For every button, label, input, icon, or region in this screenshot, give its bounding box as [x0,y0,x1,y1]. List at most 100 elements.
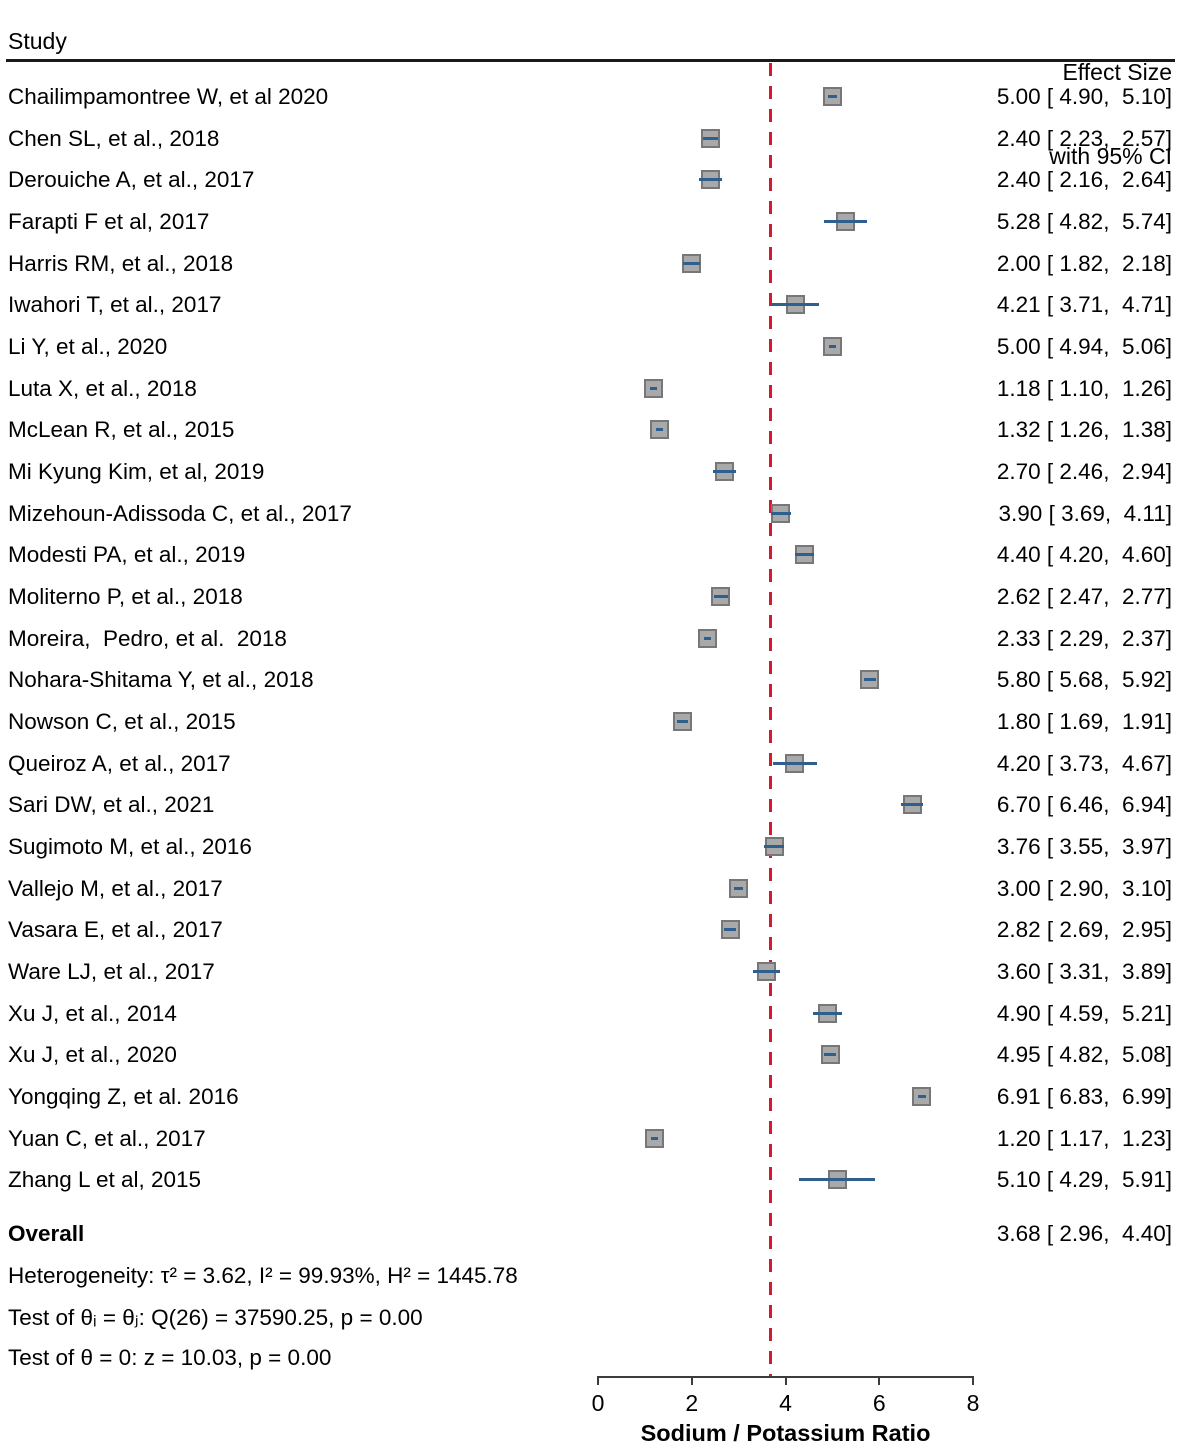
effect-size-column-header: Effect Size with 95% CI [1049,2,1172,226]
ci-line [649,386,658,390]
effect-value: 3.60 [ 3.31, 3.89] [996,959,1172,985]
ci-line [918,1095,926,1099]
study-label: Nowson C, et al., 2015 [8,709,236,735]
effect-value: 1.80 [ 1.69, 1.91] [996,709,1172,735]
effect-value: 2.40 [ 2.16, 2.64] [996,167,1172,193]
study-label: Sugimoto M, et al., 2016 [8,834,252,860]
effect-value: 1.32 [ 1.26, 1.38] [996,417,1172,443]
effect-value: 3.68 [ 2.96, 4.40] [996,1220,1172,1246]
study-label: Yongqing Z, et al. 2016 [8,1084,239,1110]
ci-line [828,345,836,349]
study-label: Farapti F et al, 2017 [8,209,210,234]
x-axis-tick-label: 2 [685,1390,699,1416]
study-label: Harris RM, et al., 2018 [8,250,234,276]
ci-line [677,720,688,724]
study-label: Zhang L et al, 2015 [8,1167,202,1193]
study-label: Moliterno P, et al., 2018 [8,584,243,610]
ci-line [702,136,719,140]
effect-value: 6.70 [ 6.46, 6.94] [996,792,1172,818]
test-theta-ij: Test of θᵢ = θⱼ: Q(26) = 37590.25, p = 0… [8,1304,423,1330]
study-label: Nohara-Shitama Y, et al., 2018 [8,667,314,693]
effect-value: 4.90 [ 4.59, 5.21] [996,1000,1172,1026]
study-label: Queiroz A, et al., 2017 [8,750,231,776]
ci-line [813,1011,843,1015]
x-axis-tick-label: 4 [779,1390,792,1416]
ci-line [733,886,744,890]
ci-line [650,1136,658,1140]
ci-line [799,1178,876,1182]
study-label: Mi Kyung Kim, et al, 2019 [8,459,265,485]
study-label: McLean R, et al., 2015 [8,417,235,443]
ci-line [864,678,876,682]
effect-value: 5.10 [ 4.29, 5.91] [996,1167,1172,1193]
study-label: Vallejo M, et al., 2017 [8,875,223,901]
effect-value: 1.18 [ 1.10, 1.26] [996,375,1172,401]
ci-line [794,553,814,557]
effect-value: 1.20 [ 1.17, 1.23] [996,1125,1172,1151]
x-axis-tick-label: 0 [591,1390,605,1416]
effect-value: 2.33 [ 2.29, 2.37] [996,625,1172,651]
x-axis-tick [597,1376,599,1385]
ci-line [823,1053,837,1057]
study-label: Mizehoun-Adissoda C, et al., 2017 [8,500,352,526]
heterogeneity-stats: Heterogeneity: τ² = 3.62, I² = 99.93%, H… [8,1262,518,1288]
overall-label: Overall [8,1220,85,1246]
x-axis-tick-label: 8 [966,1390,980,1416]
study-label: Derouiche A, et al., 2017 [8,167,255,193]
ci-line [771,303,819,307]
effect-value: 2.62 [ 2.47, 2.77] [996,584,1172,610]
ci-line [713,470,736,474]
x-axis-tick [878,1376,881,1385]
study-label: Xu J, et al., 2014 [8,1000,177,1026]
ci-line [827,95,838,98]
ci-line [683,261,701,265]
study-label: Iwahori T, et al., 2017 [8,292,222,318]
study-label: Luta X, et al., 2018 [8,375,197,401]
effect-value: 4.95 [ 4.82, 5.08] [996,1042,1172,1068]
reference-dashed-line [769,63,772,1376]
ci-line [724,928,737,932]
study-label: Modesti PA, et al., 2019 [8,542,246,568]
ci-line [772,761,817,765]
study-label: Li Y, et al., 2020 [8,334,168,360]
effect-value: 2.82 [ 2.69, 2.95] [996,917,1172,943]
effect-header-line1: Effect Size [1062,59,1172,85]
study-label: Ware LJ, et al., 2017 [8,959,215,985]
ci-line [823,220,868,223]
effect-value: 3.90 [ 3.69, 4.11] [998,500,1172,526]
effect-value: 3.00 [ 2.90, 3.10] [996,875,1172,901]
effect-value: 2.70 [ 2.46, 2.94] [996,459,1172,485]
ci-line [703,636,711,640]
x-axis-tick [690,1376,693,1385]
ci-line [699,178,722,182]
effect-value: 5.28 [ 4.82, 5.74] [996,209,1172,234]
ci-line [770,511,791,515]
study-label: Chailimpamontree W, et al 2020 [8,84,329,109]
effect-value: 5.00 [ 4.90, 5.10] [996,84,1172,109]
effect-value: 5.00 [ 4.94, 5.06] [996,334,1172,360]
effect-value: 4.40 [ 4.20, 4.60] [996,542,1172,568]
ci-line [900,803,924,807]
x-axis-tick-label: 6 [872,1390,886,1416]
effect-value: 5.80 [ 5.68, 5.92] [996,667,1172,693]
ci-line [656,428,664,432]
ci-line [764,845,785,849]
effect-value: 4.21 [ 3.71, 4.71] [996,292,1172,318]
study-label: Xu J, et al., 2020 [8,1042,177,1068]
effect-header-line2: with 95% CI [1049,143,1172,169]
x-axis-title: Sodium / Potassium Ratio [640,1420,931,1446]
study-label: Moreira, Pedro, et al. 2018 [8,625,287,651]
ci-line [753,970,781,974]
x-axis-tick [972,1376,974,1385]
study-label: Sari DW, et al., 2021 [8,792,215,818]
header-divider-line [6,59,1175,62]
effect-value: 4.20 [ 3.73, 4.67] [996,750,1172,776]
test-theta-zero: Test of θ = 0: z = 10.03, p = 0.00 [8,1344,332,1370]
study-label: Chen SL, et al., 2018 [8,125,220,151]
study-label: Yuan C, et al., 2017 [8,1125,206,1151]
effect-value: 3.76 [ 3.55, 3.97] [996,834,1172,860]
effect-value: 2.00 [ 1.82, 2.18] [996,250,1172,276]
effect-value: 6.91 [ 6.83, 6.99] [996,1084,1172,1110]
study-label: Vasara E, et al., 2017 [8,917,223,943]
